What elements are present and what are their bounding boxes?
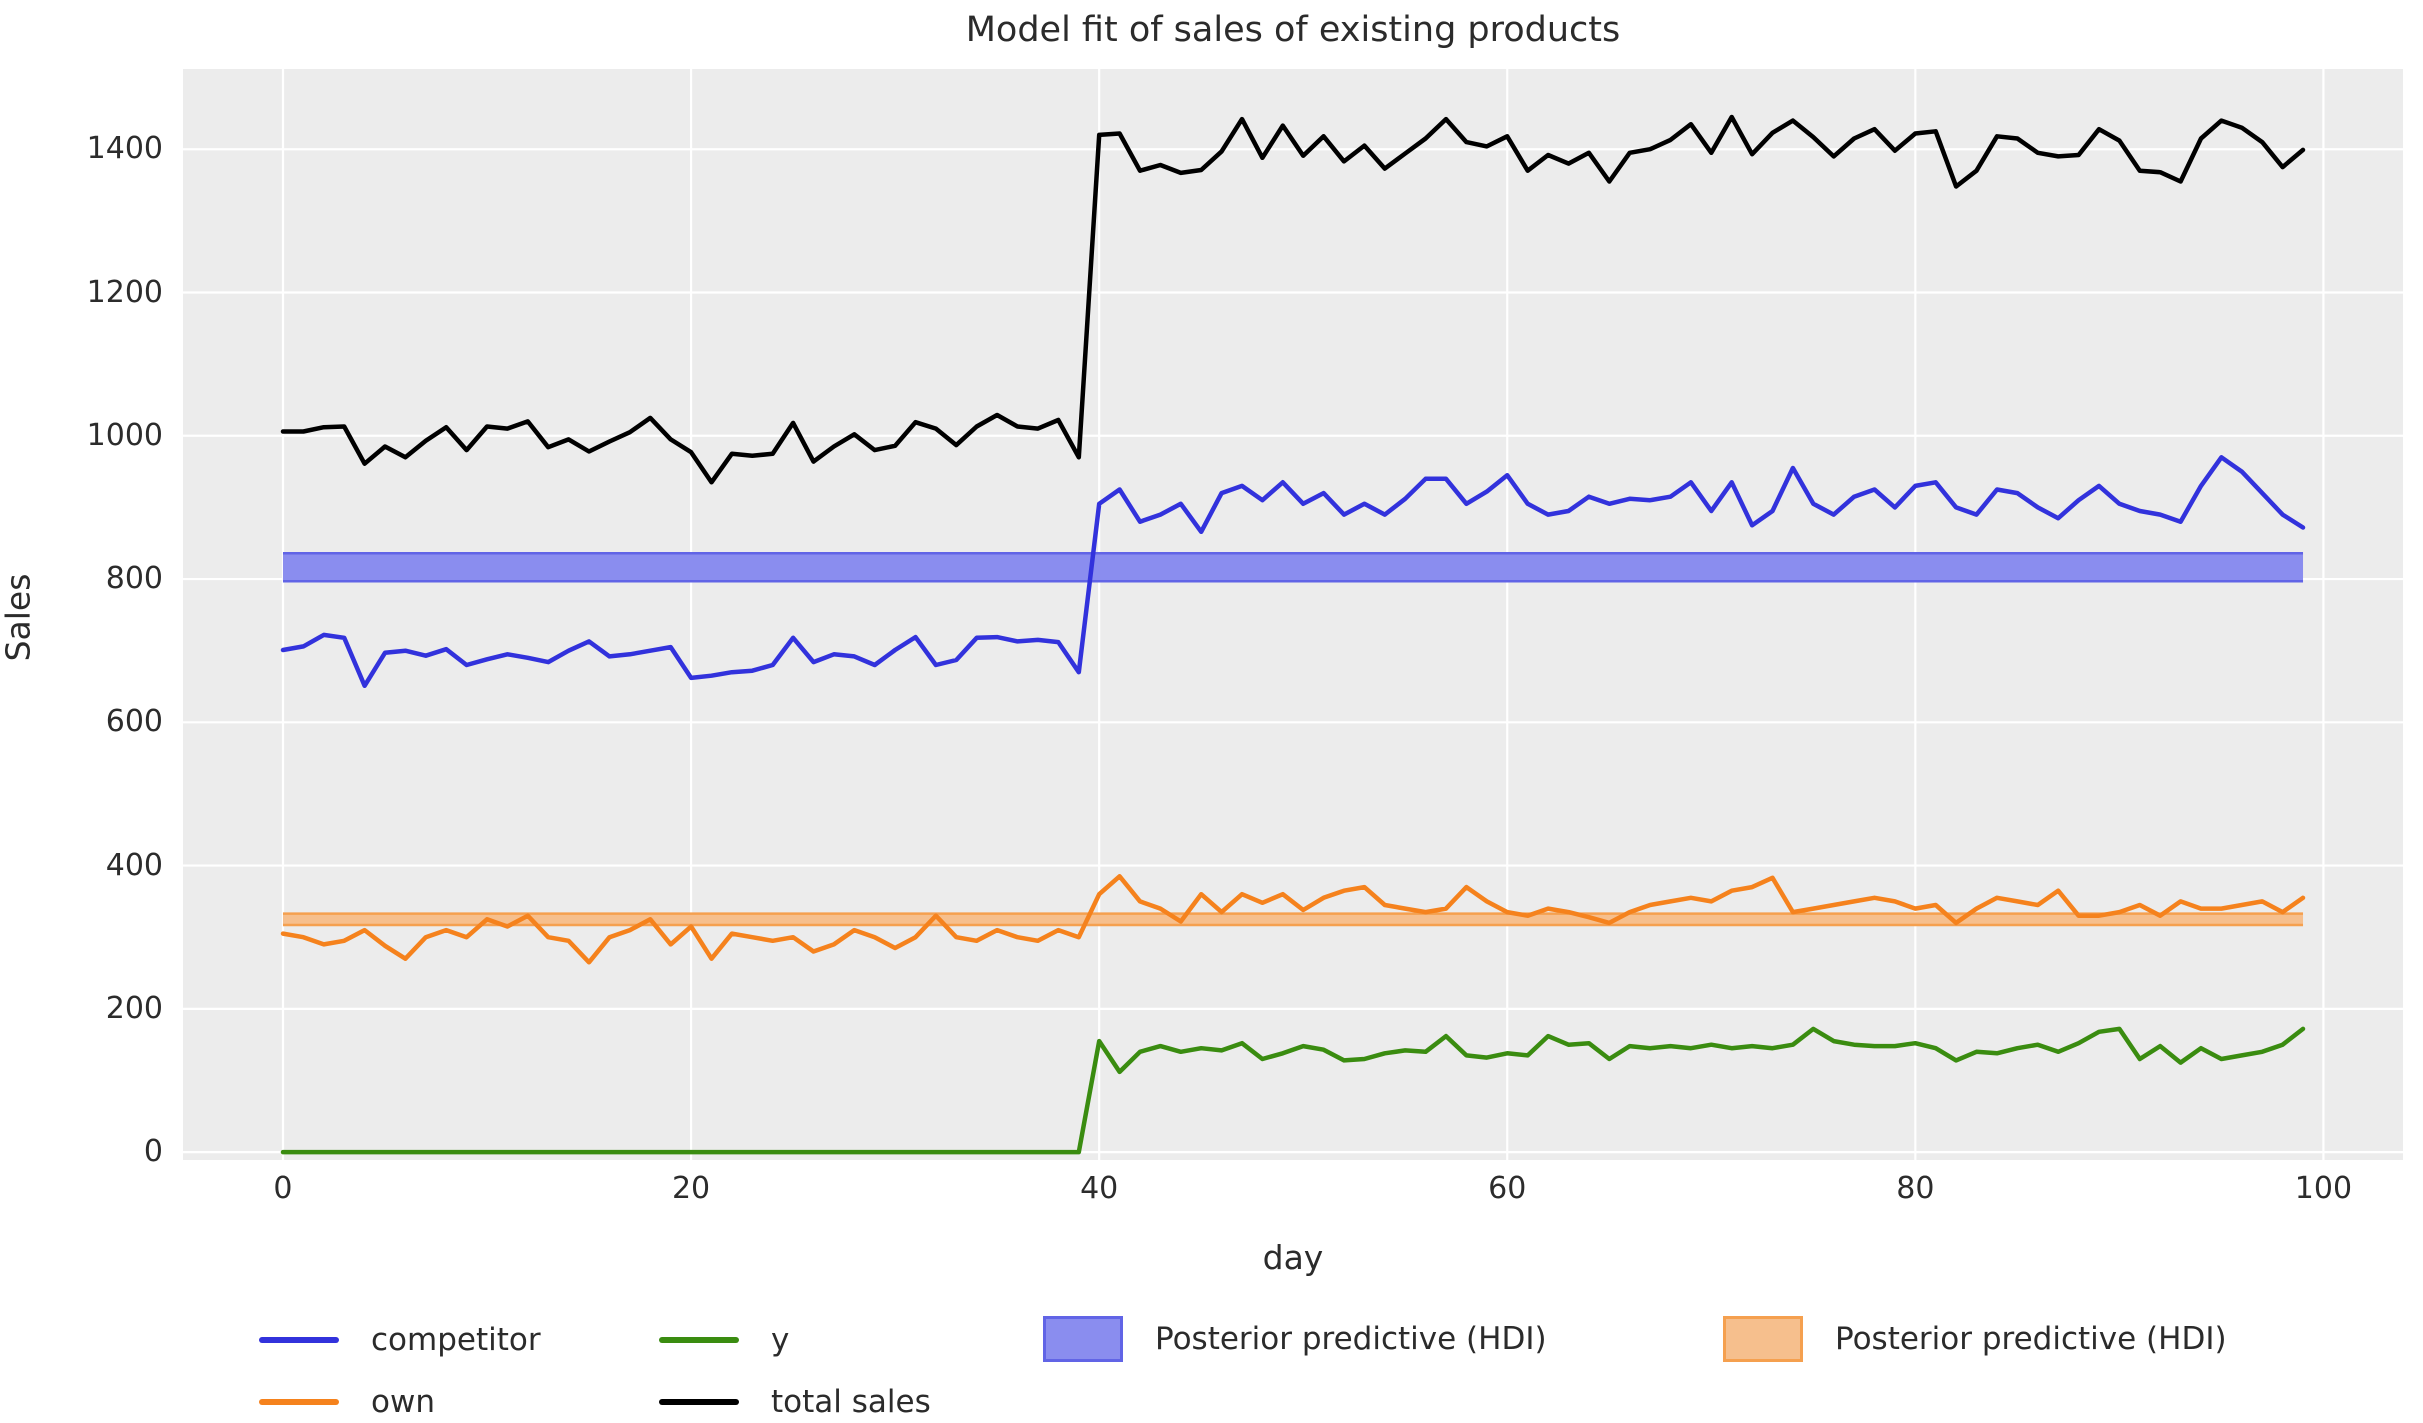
series-line-y: [280, 1026, 2306, 1155]
legend-label: total sales: [771, 1384, 931, 1420]
hdi-band-blue: [282, 552, 2304, 583]
legend-label: competitor: [371, 1322, 541, 1358]
series-line-total-sales: [280, 114, 2306, 485]
gridlines: [183, 69, 2403, 1160]
x-tick-label: 20: [671, 1171, 711, 1206]
x-tick-label: 100: [2294, 1171, 2353, 1206]
legend-line-swatch-total-sales: [659, 1399, 739, 1405]
legend-label: own: [371, 1384, 435, 1420]
chart-title: Model fit of sales of existing products: [965, 10, 1621, 50]
y-tick-label: 600: [105, 704, 163, 740]
series-line-own: [280, 874, 2306, 965]
chart-canvas: [183, 69, 2403, 1160]
y-tick-label: 1200: [86, 274, 163, 310]
y-tick-label: 1400: [86, 131, 163, 167]
x-tick-label: 0: [273, 1171, 293, 1206]
legend-line-swatch-own: [259, 1399, 339, 1405]
x-axis-label: day: [1262, 1238, 1324, 1277]
legend-line-swatch-y: [659, 1337, 739, 1343]
legend-patch-swatch-blue-hdi: [1043, 1316, 1123, 1362]
legend-line-swatch-competitor: [259, 1337, 339, 1343]
x-tick-label: 60: [1488, 1171, 1527, 1206]
legend-label: Posterior predictive (HDI): [1835, 1321, 2227, 1357]
y-tick-label: 200: [105, 990, 163, 1026]
series-line-competitor: [280, 455, 2306, 689]
y-tick-label: 1000: [86, 417, 163, 453]
y-tick-label: 0: [143, 1134, 163, 1170]
x-tick-label: 80: [1896, 1171, 1935, 1206]
y-tick-label: 400: [105, 847, 163, 883]
y-tick-label: 800: [105, 561, 163, 597]
hdi-band-orange: [282, 912, 2304, 927]
plot-area: [183, 69, 2403, 1160]
legend-label: Posterior predictive (HDI): [1155, 1321, 1547, 1357]
x-tick-label: 40: [1080, 1171, 1119, 1206]
legend-label: y: [771, 1322, 790, 1358]
legend-patch-swatch-orange-hdi: [1723, 1316, 1803, 1362]
